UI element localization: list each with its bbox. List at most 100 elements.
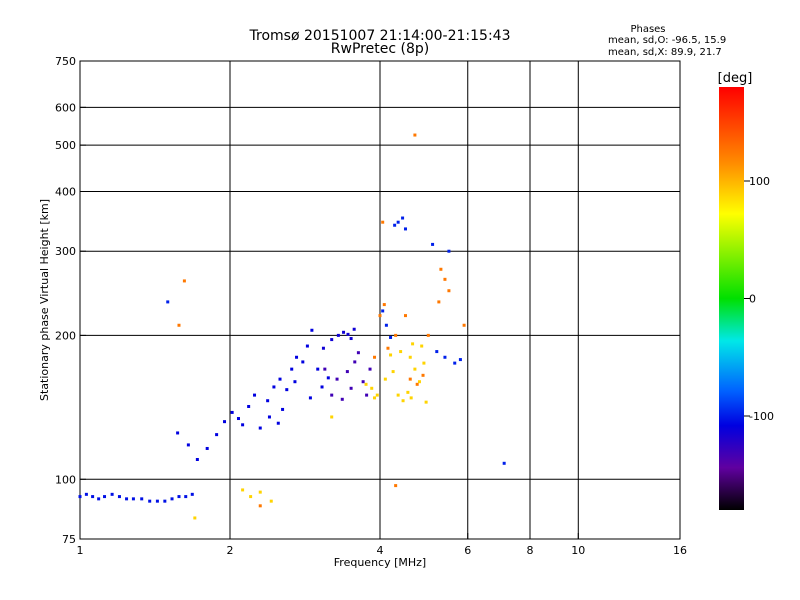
x-tick-label: 16 (673, 544, 687, 557)
data-point (417, 380, 421, 384)
data-point (249, 495, 253, 499)
data-point (399, 350, 403, 354)
data-point (215, 433, 219, 437)
data-point (316, 367, 320, 371)
data-point (394, 333, 398, 337)
data-point (258, 426, 262, 430)
data-point (375, 393, 379, 397)
chart-subtitle: RwPretec (8p) (331, 41, 429, 57)
x-axis-label: Frequency [MHz] (334, 556, 426, 569)
data-point (420, 344, 424, 348)
data-point (403, 227, 407, 231)
data-point (295, 355, 299, 359)
x-tick-label: 1 (77, 544, 84, 557)
data-point (103, 495, 107, 499)
data-point (125, 497, 129, 501)
data-point (364, 382, 368, 386)
data-point (205, 446, 209, 450)
y-axis-label: Stationary phase Virtual Height [km] (38, 199, 51, 401)
data-point (140, 497, 144, 501)
colorbar-tick-label: 0 (749, 293, 756, 306)
data-point (462, 323, 466, 327)
data-point (326, 376, 330, 380)
data-point (78, 495, 82, 499)
data-point (342, 330, 346, 334)
data-point (378, 314, 382, 318)
data-point (301, 360, 305, 364)
y-tick-label: 200 (55, 329, 76, 342)
data-point (266, 399, 270, 403)
data-point (321, 346, 325, 350)
data-point (186, 443, 190, 447)
x-tick-label: 4 (377, 544, 384, 557)
data-point (285, 388, 289, 392)
data-point (290, 367, 294, 371)
data-point (424, 400, 428, 404)
data-point (84, 492, 88, 496)
data-point (453, 361, 457, 365)
data-point (389, 335, 393, 339)
x-tick-label: 2 (227, 544, 234, 557)
data-point (272, 385, 276, 389)
data-point (426, 333, 430, 337)
data-point (381, 309, 385, 313)
data-point (190, 492, 194, 496)
data-point (403, 314, 407, 318)
data-point (335, 377, 339, 381)
data-point (330, 393, 334, 397)
data-point (170, 497, 174, 501)
data-point (361, 380, 365, 384)
data-point (267, 415, 271, 419)
data-point (177, 495, 181, 499)
data-point (389, 353, 393, 357)
data-point (330, 338, 334, 342)
data-point (195, 457, 199, 461)
data-point (323, 367, 327, 371)
data-point (382, 303, 386, 307)
data-point (384, 323, 388, 327)
data-point (447, 289, 451, 293)
stats-line-x: mean, sd,X: 89.9, 21.7 (608, 47, 722, 58)
colorbar-tick-label: -100 (749, 410, 774, 423)
data-point (345, 370, 349, 374)
data-point (253, 393, 257, 397)
y-tick-label: 400 (55, 185, 76, 198)
data-point (349, 337, 353, 341)
data-point (401, 216, 405, 220)
data-point (413, 367, 417, 371)
chart-title: Tromsø 20151007 21:14:00-21:15:43 (249, 28, 511, 44)
data-point (166, 300, 170, 304)
y-tick-label: 300 (55, 245, 76, 258)
data-point (356, 351, 360, 355)
data-point (276, 421, 280, 425)
stats-heading: Phases (630, 24, 665, 35)
y-tick-label: 75 (62, 533, 76, 546)
data-point (330, 415, 334, 419)
data-point (258, 490, 262, 494)
data-point (117, 495, 121, 499)
data-point (336, 333, 340, 337)
data-point (258, 504, 262, 508)
data-point (236, 417, 240, 421)
data-point (163, 499, 167, 503)
data-point (269, 499, 273, 503)
data-point (353, 360, 357, 364)
x-tick-label: 8 (527, 544, 534, 557)
colorbar-tick-label: 100 (749, 175, 770, 188)
data-point (458, 358, 462, 362)
y-tick-label: 750 (55, 55, 76, 68)
data-point (373, 396, 377, 400)
data-point (447, 249, 451, 253)
data-point (435, 350, 439, 354)
data-point (293, 380, 297, 384)
data-point (365, 393, 369, 397)
y-axis-ticks: 75 100 200 300 400 500 600 750 (55, 55, 86, 546)
data-point (148, 499, 152, 503)
data-point (409, 396, 413, 400)
colorbar (719, 87, 744, 510)
data-point (406, 390, 410, 394)
data-point (241, 423, 245, 427)
data-point (193, 516, 197, 520)
grid (80, 61, 680, 539)
